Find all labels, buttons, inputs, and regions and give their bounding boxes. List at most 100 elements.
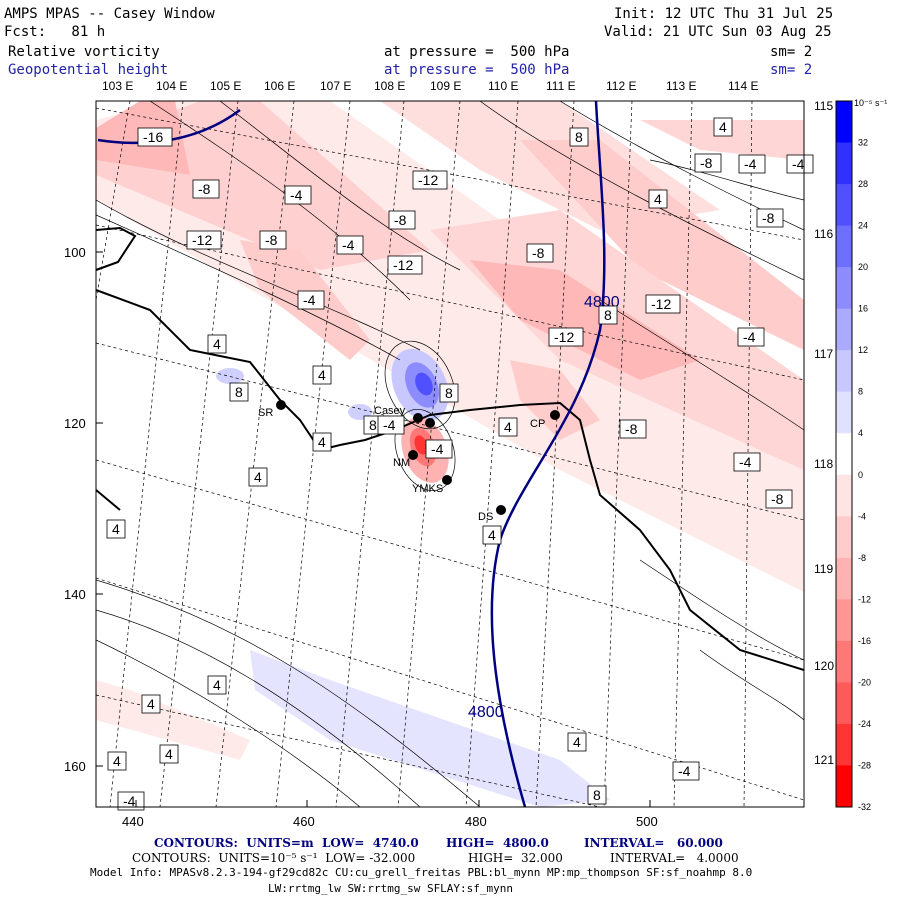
lon-label: 110 E: [488, 79, 518, 93]
lon-label: 109 E: [430, 79, 461, 93]
contour-label: -4: [123, 793, 136, 809]
colorbar-swatch: [836, 433, 852, 476]
contour-label-box: [756, 208, 784, 228]
lon-label: 106 E: [264, 79, 295, 93]
contour-label: -8: [265, 232, 278, 248]
contour-label-box: [312, 365, 332, 385]
contour-label: 4: [213, 677, 221, 693]
colorbar-label: 32: [858, 138, 868, 148]
contour-label: 4: [113, 753, 121, 769]
forecast-hour: Fcst: 81 h: [4, 24, 106, 40]
contour-label: 4: [165, 746, 173, 762]
colorbar-label: 12: [858, 345, 868, 355]
contour-label: 8: [369, 417, 377, 433]
contour-label: 4: [147, 696, 155, 712]
contour-label: -4: [739, 454, 752, 470]
contour-label-box: [738, 154, 766, 174]
colorbar-label: -20: [858, 677, 871, 687]
contour-label: 4: [504, 419, 512, 435]
footer-height-b: HIGH= 4800.0: [446, 836, 549, 850]
colorbar-swatch: [836, 308, 852, 351]
contour-label-box: [336, 235, 364, 255]
contour-label-box: [259, 230, 287, 250]
contour-label: 8: [604, 307, 612, 323]
contour-label-box: [737, 327, 765, 347]
colorbar-swatch: [836, 723, 852, 766]
contour-label: -8: [700, 155, 713, 171]
plot-frame: [95, 100, 805, 808]
vorticity-shading: [96, 101, 804, 807]
contour-label-box: [569, 127, 589, 147]
station-marker: [496, 505, 506, 515]
contour-label-box: [137, 127, 173, 147]
contour-label: 8: [445, 385, 453, 401]
colorbar-swatch: [836, 765, 852, 808]
contour-label-box: [425, 439, 453, 459]
init-time: Init: 12 UTC Thu 31 Jul 25: [614, 6, 834, 22]
contour-label-box: [482, 525, 502, 545]
lon-label: 104 E: [156, 79, 187, 93]
contour-label-box: [733, 452, 761, 472]
contour-label-box: [377, 415, 405, 435]
station-marker: [425, 418, 435, 428]
contour-label-box: [207, 675, 227, 695]
footer-vort-b: HIGH= 32.000: [468, 851, 563, 865]
contour-label-box: [567, 732, 587, 752]
vorticity-contours: [96, 101, 804, 807]
lon-label: 112 E: [606, 79, 636, 93]
colorbar-swatch: [836, 184, 852, 227]
colorbar-label: -24: [858, 719, 871, 729]
contour-label: -8: [198, 181, 211, 197]
station-marker: [413, 413, 423, 423]
lon-label: 111 E: [546, 79, 576, 93]
colorbar-swatch: [836, 225, 852, 268]
footer-vort-a: CONTOURS: UNITS=10⁻⁵ s⁻¹ LOW= -32.000: [132, 851, 416, 865]
colorbar-label: 16: [858, 304, 868, 314]
footer-model-info: Model Info: MPASv8.2.3-194-gf29cd82c CU:…: [90, 866, 753, 879]
contour-label-box: [526, 243, 554, 263]
left-axis: 100 120 140 160: [64, 245, 103, 774]
colorbar-label: 20: [858, 262, 868, 272]
colorbar-swatch: [836, 599, 852, 642]
station-marker: [442, 475, 452, 485]
lon-label: 103 E: [102, 79, 133, 93]
contour-label: -8: [762, 210, 775, 226]
y-tick-label: 140: [64, 587, 86, 602]
contour-label: -16: [143, 129, 163, 145]
station-marker: [408, 450, 418, 460]
contour-label-box: [117, 791, 145, 811]
station-label: NM: [393, 457, 410, 469]
contour-label-box: [312, 432, 332, 452]
station-marker: [276, 400, 286, 410]
contour-label-box: [159, 744, 179, 764]
station-label: CP: [530, 418, 545, 430]
contour-label: -8: [394, 212, 407, 228]
colorbar-label: 0: [858, 470, 863, 480]
colorbar-swatch: [836, 557, 852, 600]
colorbar-label: -8: [858, 553, 866, 563]
contour-label-box: [672, 761, 700, 781]
colorbar-swatch: [836, 350, 852, 393]
contour-label: 4: [488, 527, 496, 543]
height-contours: [97, 101, 606, 807]
x-tick-label: 500: [636, 814, 658, 829]
station-marker: [550, 410, 560, 420]
field1-name: Relative vorticity: [8, 44, 160, 60]
station-label: DS: [478, 511, 493, 523]
station-label: Casey: [374, 405, 406, 417]
contour-label-box: [587, 785, 607, 805]
contour-label-box: [713, 117, 733, 137]
field2-name: Geopotential height: [8, 62, 169, 78]
contour-label: 4: [573, 734, 581, 750]
station-label: YMKS: [412, 483, 443, 495]
lon-label: 108 E: [374, 79, 405, 93]
colorbar-label: 24: [858, 221, 868, 231]
stations: SR Casey NM YMKS DS CP: [258, 400, 560, 523]
contour-label: 8: [575, 129, 583, 145]
bottom-axis: 440 460 480 500: [122, 800, 658, 829]
contour-label-box: [387, 255, 423, 275]
colorbar-label: 28: [858, 179, 868, 189]
contour-label-box: [412, 170, 448, 190]
contour-label: -12: [554, 329, 574, 345]
